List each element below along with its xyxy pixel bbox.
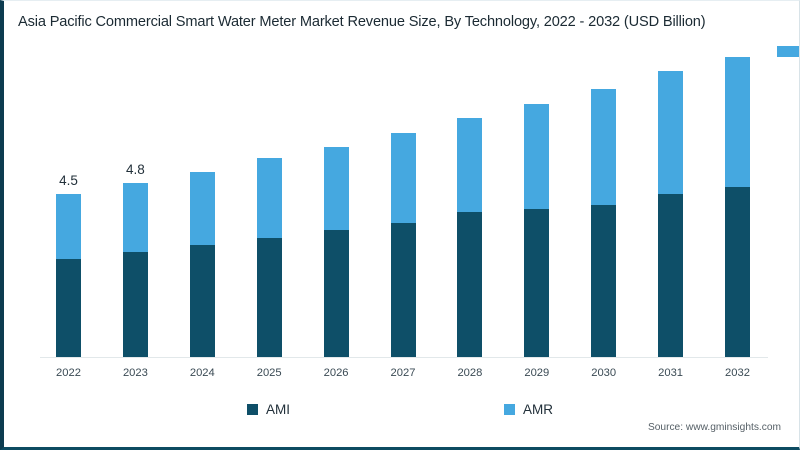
source-note: Source: www.gminsights.com bbox=[647, 422, 781, 433]
plot-area: 4.5 2022 4.8 2023 2024 2025 2026 2027 2028 2029 20… bbox=[4, 1, 800, 451]
bar-2022[interactable] bbox=[56, 194, 81, 357]
bar-segment-amr-2029[interactable] bbox=[524, 103, 550, 209]
bar-2027[interactable] bbox=[390, 132, 416, 357]
bar-2031[interactable] bbox=[658, 71, 684, 357]
x-axis-label-2025: 2025 bbox=[256, 367, 282, 379]
bar-segment-ami-2029[interactable] bbox=[524, 208, 550, 357]
bar-2028[interactable] bbox=[457, 118, 483, 357]
bar-segment-ami-2022[interactable] bbox=[56, 259, 81, 357]
bar-2024[interactable] bbox=[189, 172, 215, 357]
x-axis-line bbox=[40, 357, 768, 358]
bar-segment-ami-2026[interactable] bbox=[323, 230, 349, 357]
bar-segment-ami-2030[interactable] bbox=[591, 204, 617, 357]
bar-segment-amr-2023[interactable] bbox=[122, 183, 148, 252]
x-axis-label-2032: 2032 bbox=[725, 367, 750, 379]
bar-segment-ami-2032[interactable] bbox=[725, 186, 750, 357]
bar-segment-amr-2031[interactable] bbox=[658, 71, 684, 195]
chart-legend: AMI AMR bbox=[4, 399, 800, 421]
bar-2025[interactable] bbox=[256, 157, 282, 357]
legend-swatch-ami bbox=[247, 404, 258, 415]
bar-segment-amr-2024[interactable] bbox=[189, 172, 215, 245]
bar-segment-amr-2025[interactable] bbox=[256, 157, 282, 238]
legend-label-ami: AMI bbox=[266, 402, 291, 417]
legend-label-amr: AMR bbox=[523, 402, 553, 417]
bar-2023[interactable] bbox=[122, 183, 148, 357]
bar-segment-amr-2028[interactable] bbox=[457, 118, 483, 213]
bar-2032[interactable] bbox=[725, 56, 750, 357]
bar-segment-ami-2031[interactable] bbox=[658, 194, 684, 357]
bar-segment-ami-2024[interactable] bbox=[189, 244, 215, 357]
bar-segment-ami-2028[interactable] bbox=[457, 212, 483, 357]
bar-segment-amr-2026[interactable] bbox=[323, 147, 349, 231]
x-axis-label-2023: 2023 bbox=[122, 367, 148, 379]
bar-segment-ami-2023[interactable] bbox=[122, 252, 148, 357]
legend-item-amr[interactable]: AMR bbox=[504, 402, 553, 417]
accent-tab bbox=[777, 46, 799, 57]
bar-segment-ami-2025[interactable] bbox=[256, 237, 282, 357]
x-axis-label-2029: 2029 bbox=[524, 367, 550, 379]
x-axis-label-2028: 2028 bbox=[457, 367, 483, 379]
x-axis-label-2026: 2026 bbox=[323, 367, 349, 379]
bar-segment-ami-2027[interactable] bbox=[390, 223, 416, 357]
bar-value-label-2023: 4.8 bbox=[126, 162, 145, 178]
x-axis-label-2024: 2024 bbox=[189, 367, 215, 379]
legend-item-ami[interactable]: AMI bbox=[247, 402, 290, 417]
x-axis-label-2030: 2030 bbox=[591, 367, 617, 379]
x-axis-label-2027: 2027 bbox=[390, 367, 416, 379]
bar-2026[interactable] bbox=[323, 147, 349, 357]
bar-segment-amr-2030[interactable] bbox=[591, 89, 617, 205]
bar-segment-amr-2032[interactable] bbox=[725, 56, 750, 187]
bar-2030[interactable] bbox=[591, 89, 617, 357]
chart-title: Asia Pacific Commercial Smart Water Mete… bbox=[18, 14, 706, 30]
bar-segment-amr-2022[interactable] bbox=[56, 194, 81, 260]
x-axis-label-2031: 2031 bbox=[658, 367, 684, 379]
bar-value-label-2022: 4.5 bbox=[59, 173, 78, 189]
bar-2029[interactable] bbox=[524, 103, 550, 357]
bar-segment-amr-2027[interactable] bbox=[390, 132, 416, 224]
legend-swatch-amr bbox=[504, 404, 515, 415]
x-axis-label-2022: 2022 bbox=[56, 367, 81, 379]
